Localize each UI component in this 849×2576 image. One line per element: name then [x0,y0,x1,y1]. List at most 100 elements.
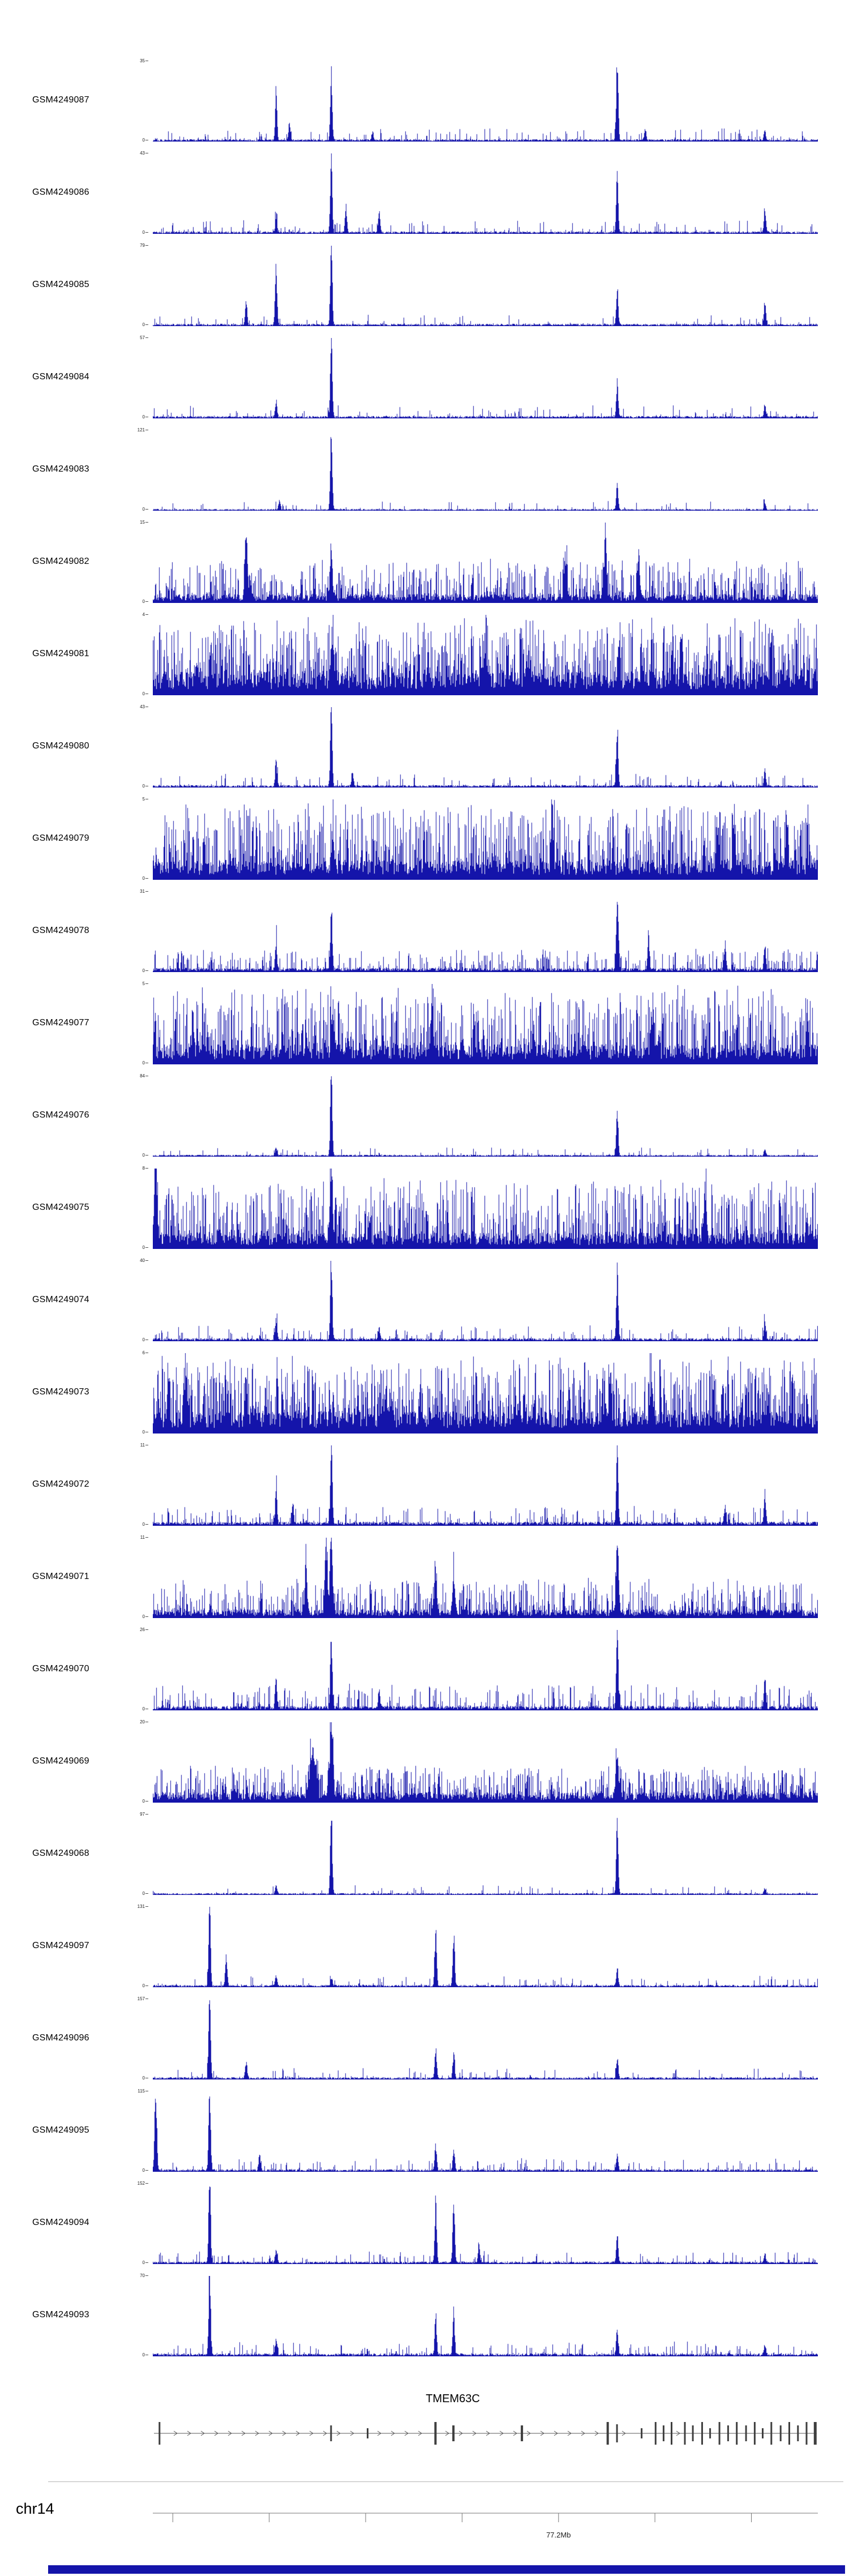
chromosome-label: chr14 [16,2500,54,2517]
track-ymax-label: 20 [105,1720,148,1725]
y-axis-tick [145,1616,148,1617]
track-sample-label: GSM4249094 [32,2218,89,2227]
coverage-signal-canvas [153,615,818,695]
y-axis-tick [145,878,148,879]
coverage-signal-canvas [153,1815,818,1895]
strand-arrow-icon [391,2430,395,2436]
track-row-GSM4249097: GSM4249097 131 0 [0,1898,849,1990]
track-row-GSM4249081: GSM4249081 4 0 [0,606,849,698]
track-row-GSM4249082: GSM4249082 15 0 [0,514,849,606]
track-ymin-label: 0 [105,1246,148,1250]
strand-arrow-icon [336,2430,341,2436]
exon-box [452,2425,455,2441]
y-axis-tick [145,1814,148,1815]
track-sample-label: GSM4249070 [32,1664,89,1674]
track-ymin-label: 0 [105,1153,148,1158]
track-ymin-label: 0 [105,2353,148,2357]
axis-coordinate-label: 77.2Mb [546,2531,571,2539]
track-ymin-label: 0 [105,230,148,235]
track-row-GSM4249074: GSM4249074 40 0 [0,1252,849,1344]
track-ymin-label: 0 [105,1615,148,1619]
strand-arrow-icon [404,2430,409,2436]
y-axis-tick [145,1537,148,1538]
track-ymax-label: 15 [105,520,148,525]
exon-box [330,2425,332,2441]
exon-box [662,2425,664,2441]
coverage-signal-canvas [153,1722,818,1803]
track-sample-label: GSM4249085 [32,280,89,289]
strand-arrow-icon [241,2430,246,2436]
track-ymin-label: 0 [105,507,148,512]
track-ymin-label: 0 [105,323,148,327]
exon-box [788,2422,790,2445]
track-row-GSM4249071: GSM4249071 11 0 [0,1529,849,1621]
track-row-GSM4249068: GSM4249068 97 0 [0,1805,849,1898]
track-row-GSM4249084: GSM4249084 57 0 [0,329,849,421]
track-row-GSM4249083: GSM4249083 121 0 [0,421,849,514]
y-axis-tick [145,2183,148,2184]
gene-model-track [154,2422,817,2445]
y-axis-tick [145,614,148,615]
track-ymin-label: 0 [105,138,148,143]
track-ymax-label: 31 [105,889,148,894]
track-ymax-label: 43 [105,705,148,709]
track-ymax-label: 84 [105,1074,148,1079]
exon-box [762,2428,764,2438]
strand-arrow-icon [200,2430,205,2436]
exon-box [779,2425,782,2441]
exon-box [158,2422,161,2445]
track-sample-label: GSM4249097 [32,1941,89,1950]
track-ymin-label: 0 [105,1892,148,1896]
track-ymin-label: 0 [105,1430,148,1435]
exon-box [701,2422,703,2445]
track-row-GSM4249096: GSM4249096 157 0 [0,1990,849,2082]
track-ymax-label: 11 [105,1443,148,1448]
track-row-GSM4249086: GSM4249086 43 0 [0,144,849,237]
track-ymin-label: 0 [105,784,148,789]
track-row-GSM4249072: GSM4249072 11 0 [0,1436,849,1529]
y-axis-tick [145,232,148,233]
coverage-signal-canvas [153,1445,818,1526]
track-ymin-label: 0 [105,1707,148,1711]
strand-arrow-icon [323,2430,327,2436]
track-sample-label: GSM4249087 [32,95,89,105]
exon-box [770,2422,773,2445]
strand-arrow-icon [187,2430,191,2436]
coverage-signal-canvas [153,892,818,972]
strand-arrow-icon [350,2430,354,2436]
track-row-GSM4249069: GSM4249069 20 0 [0,1713,849,1805]
track-ymax-label: 79 [105,243,148,248]
strand-arrow-icon [540,2430,544,2436]
coverage-signal-canvas [153,1353,818,1434]
track-ymax-label: 97 [105,1812,148,1817]
strand-arrow-icon [594,2430,599,2436]
exon-box [797,2425,799,2441]
track-sample-label: GSM4249076 [32,1110,89,1120]
axis-separator-line [48,2481,843,2482]
track-row-GSM4249094: GSM4249094 152 0 [0,2175,849,2267]
strand-arrow-icon [377,2430,381,2436]
y-axis-tick [145,2262,148,2263]
exon-box [641,2428,643,2438]
track-sample-label: GSM4249073 [32,1387,89,1397]
strand-arrow-icon [309,2430,314,2436]
y-axis-tick [145,891,148,892]
y-axis-tick [145,2275,148,2276]
exon-box [521,2425,524,2441]
strand-arrow-icon [255,2430,259,2436]
exon-box [813,2422,817,2445]
track-ymin-label: 0 [105,600,148,604]
exon-box [367,2428,368,2438]
strand-arrow-icon [458,2430,463,2436]
track-sample-label: GSM4249068 [32,1848,89,1858]
coverage-signal-canvas [153,1169,818,1249]
track-row-GSM4249093: GSM4249093 70 0 [0,2267,849,2359]
track-ymin-label: 0 [105,969,148,973]
y-axis-tick [145,1906,148,1907]
exon-box [709,2428,711,2438]
track-sample-label: GSM4249069 [32,1756,89,1766]
y-axis-tick [145,1629,148,1630]
strand-arrow-icon [499,2430,504,2436]
coverage-signal-canvas [153,799,818,880]
y-axis-tick [145,522,148,523]
